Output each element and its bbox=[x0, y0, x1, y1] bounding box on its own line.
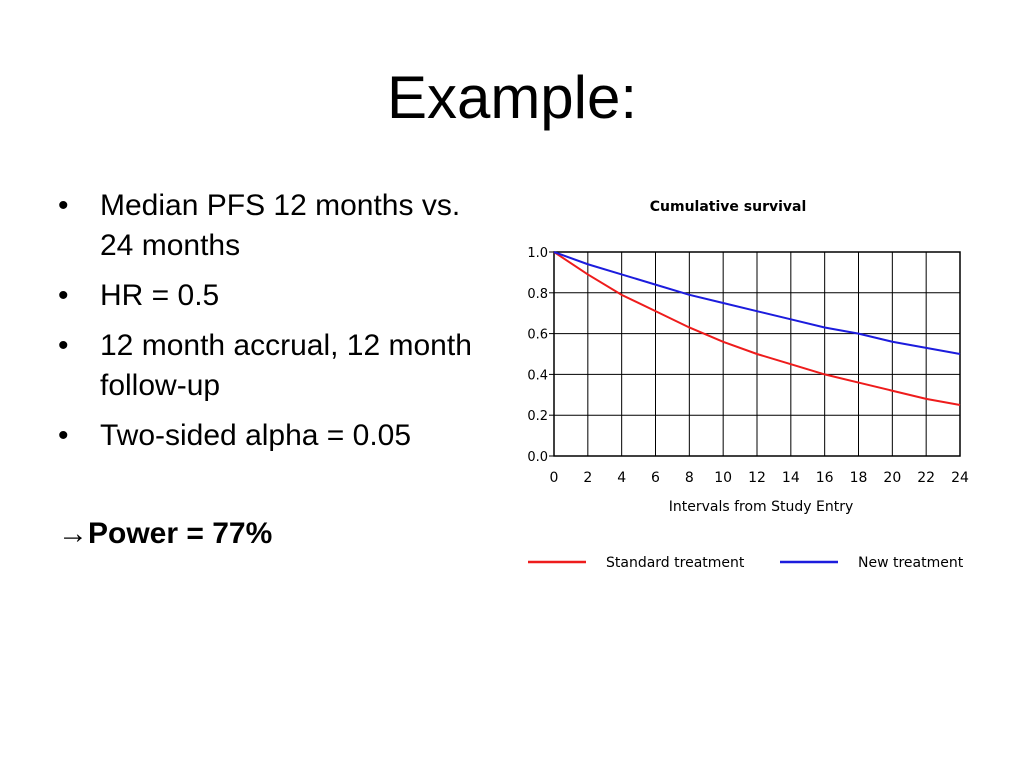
x-tick-label: 0 bbox=[550, 470, 559, 486]
bullet-item: • Two-sided alpha = 0.05 bbox=[58, 416, 478, 456]
bullet-marker: • bbox=[58, 189, 69, 222]
legend-label: Standard treatment bbox=[606, 555, 745, 571]
x-axis-label: Intervals from Study Entry bbox=[669, 499, 854, 515]
y-tick-label: 0.8 bbox=[527, 287, 548, 302]
bullet-marker: • bbox=[58, 419, 69, 452]
y-tick-label: 0.4 bbox=[527, 368, 548, 383]
x-tick-label: 22 bbox=[917, 470, 935, 486]
bullet-item: • 12 month accrual, 12 month follow-up bbox=[58, 326, 478, 406]
bullet-text: 12 month accrual, 12 month follow-up bbox=[100, 329, 472, 402]
y-tick-label: 0.0 bbox=[527, 450, 548, 465]
x-tick-label: 4 bbox=[617, 470, 626, 486]
y-tick-label: 0.6 bbox=[527, 328, 548, 343]
x-tick-label: 10 bbox=[714, 470, 732, 486]
bullet-list: • Median PFS 12 months vs. 24 months • H… bbox=[58, 186, 478, 466]
power-result: Power = 77% bbox=[88, 517, 273, 550]
slide-title: Example: bbox=[386, 64, 638, 131]
y-tick-label: 1.0 bbox=[527, 246, 548, 261]
x-tick-label: 24 bbox=[951, 470, 969, 486]
x-tick-label: 12 bbox=[748, 470, 766, 486]
bullet-marker: • bbox=[58, 279, 69, 312]
arrow-icon: → bbox=[58, 517, 88, 550]
x-tick-label: 14 bbox=[782, 470, 800, 486]
x-tick-label: 6 bbox=[651, 470, 660, 486]
legend-label: New treatment bbox=[858, 555, 964, 571]
x-tick-label: 2 bbox=[583, 470, 592, 486]
x-tick-label: 18 bbox=[850, 470, 868, 486]
x-tick-label: 8 bbox=[685, 470, 694, 486]
series-line bbox=[553, 251, 961, 406]
x-tick-label: 16 bbox=[816, 470, 834, 486]
bullet-text: Two-sided alpha = 0.05 bbox=[100, 419, 412, 452]
series-line bbox=[553, 251, 961, 355]
conclusion-line: →Power = 77% bbox=[58, 514, 272, 554]
x-tick-label: 20 bbox=[883, 470, 901, 486]
bullet-item: • HR = 0.5 bbox=[58, 276, 478, 316]
chart-title: Cumulative survival bbox=[650, 199, 807, 215]
bullet-text: HR = 0.5 bbox=[100, 279, 220, 312]
survival-chart: Cumulative survival 0 2 4 6 8 10 12 14 16 18 20 22 24… bbox=[500, 180, 1000, 600]
bullet-marker: • bbox=[58, 329, 69, 362]
bullet-item: • Median PFS 12 months vs. 24 months bbox=[58, 186, 478, 266]
bullet-text: Median PFS 12 months vs. 24 months bbox=[100, 189, 461, 262]
y-tick-label: 0.2 bbox=[527, 409, 548, 424]
